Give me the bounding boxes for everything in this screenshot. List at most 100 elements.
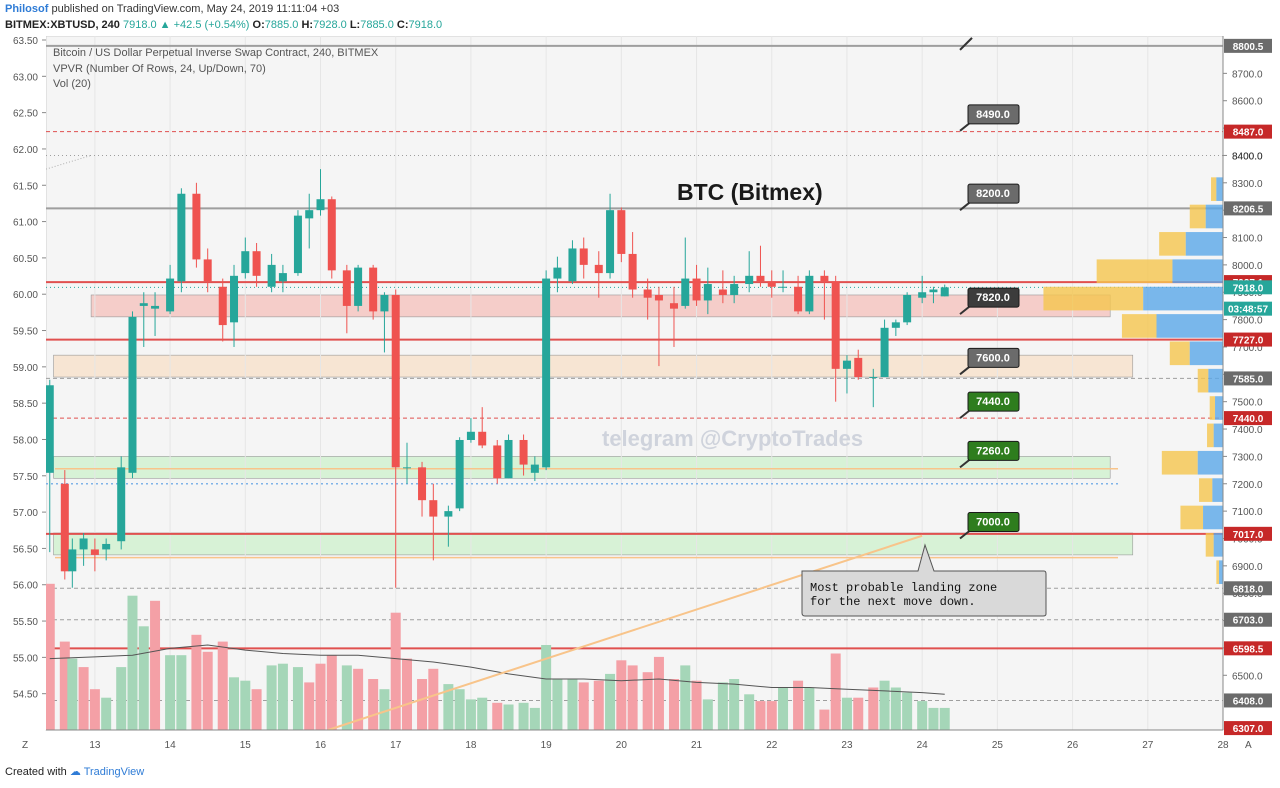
volume-bar-49	[653, 656, 664, 730]
chart-frame[interactable]: 8490.0 8200.0 7820.0 7600.0 7440.0 7260.0 7000…	[0, 35, 1280, 758]
price-tag-12: 6703.0	[1233, 616, 1264, 627]
level-flag-label-6: 7000.0	[976, 516, 1010, 528]
candle-body-59	[779, 286, 788, 288]
symbol-label: BITMEX:XBTUSD, 240	[5, 19, 120, 31]
left-tick-label-1: 55.00	[13, 653, 38, 664]
open-value: 7885.0	[264, 19, 299, 31]
candle-body-51	[681, 278, 690, 306]
volume-bar-36	[492, 702, 503, 730]
callout[interactable]: Most probable landing zone for the next …	[801, 543, 1047, 617]
candle-body-31	[429, 500, 438, 517]
time-tick-label-26: 26	[1067, 740, 1079, 751]
candle-body-48	[643, 289, 652, 298]
price-tag-5: 7918.0	[1233, 283, 1264, 294]
zone-0	[90, 294, 1111, 318]
candle-body-27	[380, 294, 389, 312]
corner-left[interactable]	[14, 737, 40, 750]
vpvr-down-6	[1189, 204, 1206, 229]
level-flag-label-0: 8490.0	[976, 109, 1010, 121]
volume-bar-0	[44, 583, 55, 730]
volume-bar-47	[627, 665, 638, 730]
price-chart[interactable]: 8490.0 8200.0 7820.0 7600.0 7440.0 7260.0 7000…	[0, 35, 1280, 758]
time-tick-label-15: 15	[240, 740, 252, 751]
vpvr-up-10	[1156, 314, 1223, 338]
price-tag-3: 8206.5	[1233, 204, 1264, 215]
price-tag-8: 7585.0	[1233, 374, 1264, 385]
volume-bar-28	[390, 612, 401, 730]
price-tag-bg-11	[1224, 581, 1272, 596]
level-flag-2	[967, 287, 1020, 308]
right-tick-label-4: 6900.0	[1232, 562, 1263, 573]
candle-body-22	[316, 199, 325, 211]
candle-body-20	[293, 215, 302, 274]
level-flag-5	[967, 440, 1020, 461]
level-flag-3	[967, 347, 1020, 368]
callout-line-2: for the next move down.	[810, 595, 976, 609]
vpvr-down-10	[1121, 314, 1157, 338]
close-value: 7918.0	[408, 19, 443, 31]
corner-left-label[interactable]: Z	[22, 740, 28, 751]
volume-bar-59	[778, 687, 789, 730]
left-tick-label-5: 57.00	[13, 508, 38, 519]
price-tag-15: 6307.0	[1233, 724, 1264, 735]
vpvr-up-19	[1219, 560, 1223, 584]
volume-bar-23	[326, 655, 337, 730]
candle-body-39	[530, 464, 539, 473]
candle-body-1	[60, 483, 69, 572]
zone-2	[53, 456, 1111, 479]
corner-right-label[interactable]: A	[1245, 740, 1252, 751]
candle-body-18	[267, 264, 276, 287]
candle-body-69	[903, 294, 912, 323]
price-tag-11: 6818.0	[1233, 584, 1264, 595]
vpvr-up-15	[1197, 450, 1223, 475]
footer-created: Created with	[5, 766, 67, 778]
ohlc-line: BITMEX:XBTUSD, 240 7918.0 ▲ +42.5 (+0.54…	[5, 19, 442, 31]
vpvr-up-16	[1212, 478, 1223, 502]
volume-bar-62	[819, 709, 830, 730]
volume-bar-41	[552, 679, 563, 730]
time-tick-label-18: 18	[465, 740, 477, 751]
volume-bar-19	[277, 663, 288, 730]
right-tick-label-15: 8000.0	[1232, 261, 1263, 272]
vpvr-down-11	[1169, 341, 1190, 366]
volume-bar-12	[191, 634, 202, 730]
volume-bar-32	[443, 684, 454, 730]
candle-body-16	[241, 251, 250, 274]
right-tick-label-0: 6500.0	[1232, 671, 1263, 682]
candle-body-11	[177, 193, 186, 282]
volume-bar-63	[830, 653, 841, 730]
left-tick-label-4: 56.50	[13, 544, 38, 555]
candle-body-55	[730, 284, 739, 295]
price-tag-bg-12	[1224, 612, 1272, 627]
author-name[interactable]: Philosof	[5, 3, 49, 15]
zone-1	[53, 354, 1134, 378]
chart-header: Philosof published on TradingView.com, M…	[0, 0, 1280, 36]
candle-body-32	[444, 511, 453, 517]
volume-bar-58	[766, 701, 777, 730]
candle-body-49	[654, 294, 663, 301]
volume-bar-55	[729, 679, 740, 730]
left-tick-label-11: 60.00	[13, 290, 38, 301]
footer-brand[interactable]: TradingView	[83, 766, 145, 778]
candle-body-23	[327, 199, 336, 271]
legend-vpvr: VPVR (Number Of Rows, 24, Up/Down, 70)	[53, 63, 266, 75]
vpvr-up-7	[1185, 232, 1223, 256]
price-tag-bg-10	[1224, 526, 1272, 541]
price-tag-bg-6	[1224, 301, 1272, 316]
plot-area[interactable]	[45, 35, 1224, 731]
candle-body-35	[478, 431, 487, 446]
candle-body-40	[542, 278, 551, 468]
price-tag-6: 03:48:57	[1228, 305, 1268, 316]
callout-line-1: Most probable landing zone	[810, 581, 997, 595]
low-label: L:	[349, 19, 361, 31]
right-tick-label-8: 7300.0	[1232, 452, 1263, 463]
left-axis: 54.50 55.00 55.50 56.00 56.50 57.00 57.50 58.00…	[0, 36, 46, 730]
candle-body-28	[391, 294, 400, 468]
candle-body-71	[929, 289, 938, 293]
time-tick-label-28: 28	[1217, 740, 1229, 751]
vpvr-down-7	[1159, 232, 1186, 256]
level-flag-0	[967, 104, 1020, 125]
right-tick-label-7: 7200.0	[1232, 480, 1263, 491]
tradingview-logo-icon: ☁	[69, 766, 81, 778]
vpvr-down-12	[1197, 368, 1209, 393]
